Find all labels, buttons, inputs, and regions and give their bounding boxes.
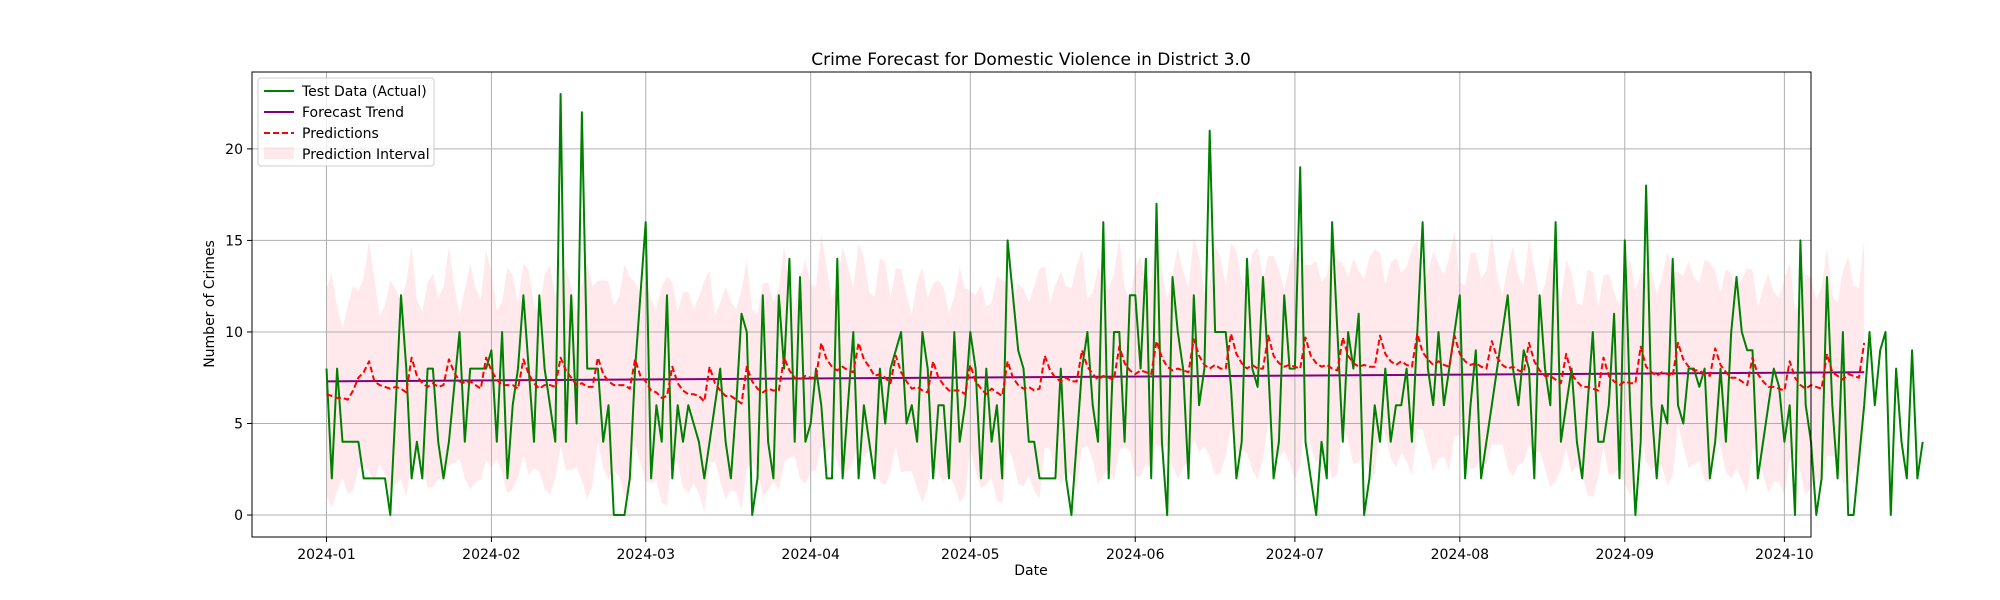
x-tick-label: 2024-06 — [1106, 547, 1165, 563]
test-data-line — [325, 93, 1924, 516]
chart-title: Crime Forecast for Domestic Violence in … — [811, 50, 1251, 70]
x-axis-ticks: 2024-01 2024-02 2024-03 2024-04 2024-05 2024-… — [297, 537, 1814, 563]
y-tick-label: 0 — [234, 508, 243, 524]
legend: Test Data (Actual) Forecast Trend Predic… — [257, 77, 435, 167]
x-tick-label: 2024-05 — [941, 547, 1000, 563]
y-tick-label: 10 — [225, 325, 243, 341]
predictions-line — [326, 332, 1866, 405]
legend-box — [257, 77, 435, 167]
y-tick-label: 15 — [225, 233, 243, 249]
x-tick-label: 2024-03 — [616, 547, 675, 563]
legend-label-forecast-trend: Forecast Trend — [302, 105, 404, 121]
x-tick-label: 2024-08 — [1431, 547, 1490, 563]
x-tick-label: 2024-10 — [1755, 547, 1814, 563]
plot-frame — [251, 71, 1812, 538]
test-data-layer — [325, 93, 1924, 516]
legend-swatch-prediction-interval — [264, 147, 294, 159]
x-tick-label: 2024-09 — [1596, 547, 1655, 563]
plot-area — [252, 72, 1924, 537]
x-tick-label: 2024-01 — [297, 547, 356, 563]
y-tick-label: 5 — [234, 416, 243, 432]
legend-label-test-data: Test Data (Actual) — [301, 84, 427, 100]
y-axis-ticks: 0 5 10 15 20 — [225, 142, 252, 524]
y-tick-label: 20 — [225, 142, 243, 158]
x-tick-label: 2024-02 — [462, 547, 521, 563]
x-tick-label: 2024-04 — [781, 547, 840, 563]
y-axis-label: Number of Crimes — [202, 240, 218, 368]
x-tick-label: 2024-07 — [1266, 547, 1325, 563]
x-axis-label: Date — [1014, 563, 1047, 579]
predictions-layer — [326, 332, 1866, 405]
legend-label-predictions: Predictions — [302, 126, 379, 142]
legend-label-prediction-interval: Prediction Interval — [302, 147, 430, 163]
